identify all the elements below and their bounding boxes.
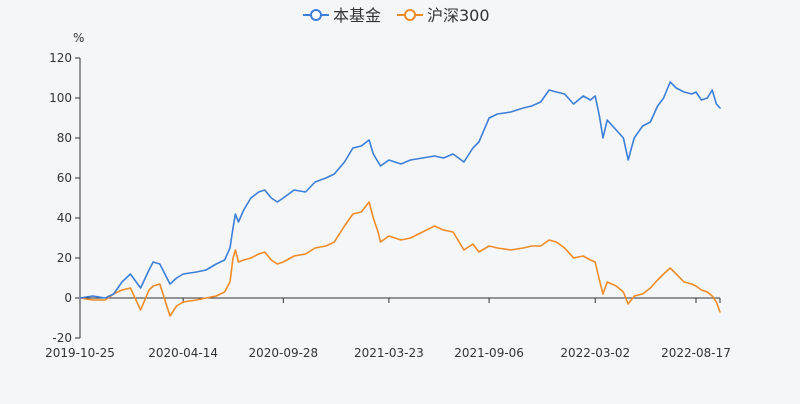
legend-item-index[interactable]: 沪深300 <box>397 6 490 25</box>
legend-item-fund[interactable]: 本基金 <box>303 6 381 25</box>
x-tick-label: 2020-09-28 <box>248 346 318 360</box>
y-tick-label: 20 <box>57 251 72 265</box>
y-tick-label: 120 <box>49 51 72 65</box>
x-tick-label: 2021-03-23 <box>354 346 424 360</box>
series-line-index[interactable] <box>79 201 721 317</box>
y-tick-label: 100 <box>49 91 72 105</box>
y-tick-label: 60 <box>57 171 72 185</box>
legend-swatch-marker <box>310 9 322 21</box>
x-axis-ticks: 2019-10-25 2020-04-14 2020-09-28 2021-03-23… <box>45 298 731 360</box>
legend[interactable]: 本基金 沪深300 <box>303 6 490 25</box>
x-tick-label: 2021-09-06 <box>454 346 524 360</box>
y-axis-ticks: -20 0 20 40 60 80 100 120 <box>49 51 80 345</box>
x-tick-label: 2019-10-25 <box>45 346 115 360</box>
y-tick-label: 0 <box>64 291 72 305</box>
legend-label-index: 沪深300 <box>427 6 490 25</box>
y-tick-label: 40 <box>57 211 72 225</box>
x-tick-label: 2020-04-14 <box>148 346 218 360</box>
y-tick-label: -20 <box>52 331 72 345</box>
x-tick-label: 2022-08-17 <box>661 346 731 360</box>
legend-label-fund: 本基金 <box>333 6 381 25</box>
y-tick-label: 80 <box>57 131 72 145</box>
legend-swatch-marker <box>404 9 416 21</box>
x-tick-label: 2022-03-02 <box>560 346 630 360</box>
series-layer <box>79 81 721 317</box>
series-line-fund[interactable] <box>79 81 721 299</box>
y-axis-unit: % <box>73 31 84 45</box>
